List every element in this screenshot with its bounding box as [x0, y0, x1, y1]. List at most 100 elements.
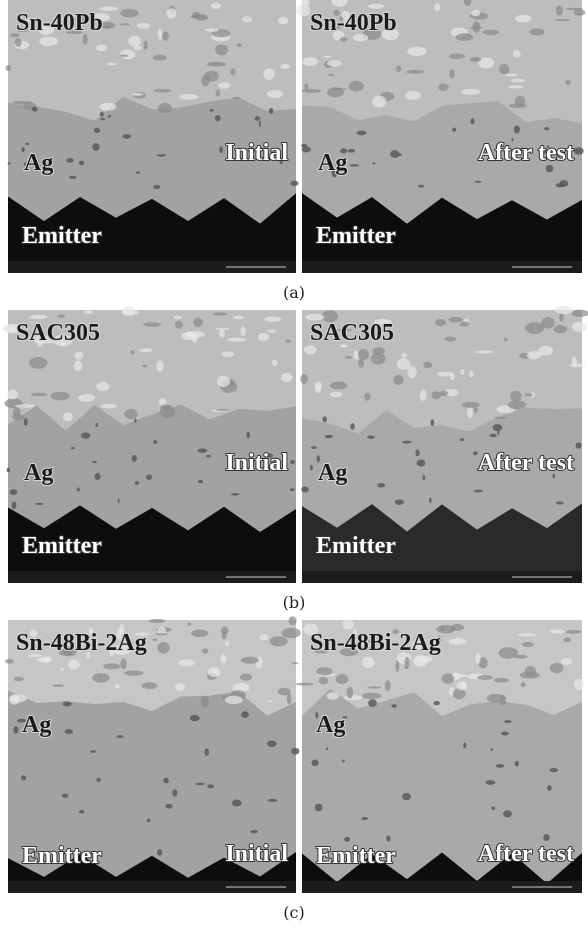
texture	[330, 382, 347, 390]
texture	[330, 392, 343, 397]
texture	[296, 5, 310, 17]
texture	[420, 390, 427, 401]
pore	[357, 131, 367, 136]
texture	[494, 678, 510, 683]
texture	[460, 369, 464, 375]
caption: (c)	[283, 903, 304, 922]
pore	[108, 115, 111, 118]
pore	[417, 459, 426, 466]
texture	[289, 616, 297, 625]
caption: (b)	[283, 593, 306, 612]
pore	[153, 440, 157, 444]
pore	[198, 480, 203, 484]
texture	[327, 692, 339, 699]
pore	[497, 430, 499, 435]
texture	[63, 412, 73, 421]
pore	[463, 742, 466, 748]
texture	[371, 353, 386, 364]
pore	[386, 835, 390, 841]
pore	[63, 701, 72, 706]
texture	[549, 629, 564, 633]
texture	[29, 357, 47, 369]
texture	[222, 631, 227, 639]
pore	[147, 818, 151, 822]
pore	[290, 181, 298, 186]
texture	[556, 6, 563, 16]
texture	[550, 663, 564, 673]
texture	[15, 38, 22, 47]
layer-label: Ag	[24, 460, 53, 486]
texture	[449, 54, 465, 60]
texture	[219, 330, 225, 338]
texture	[316, 667, 332, 675]
texture	[267, 90, 283, 98]
texture	[215, 328, 230, 330]
texture	[158, 103, 172, 113]
substrate-label: Emitter	[22, 223, 102, 249]
pore	[66, 158, 73, 163]
texture	[510, 391, 522, 402]
texture	[482, 30, 499, 35]
texture	[241, 326, 246, 336]
texture	[178, 659, 194, 666]
pore	[452, 128, 456, 132]
texture	[149, 619, 166, 623]
layer-label: Ag	[22, 712, 51, 738]
pore	[96, 778, 100, 782]
texture	[471, 10, 480, 16]
texture	[475, 350, 494, 353]
texture	[263, 68, 274, 80]
pore	[32, 107, 38, 112]
texture	[143, 322, 161, 326]
texture	[241, 657, 259, 664]
texture	[5, 659, 14, 664]
state-label: After test	[478, 450, 574, 476]
texture	[362, 657, 374, 668]
texture	[106, 63, 117, 66]
texture	[202, 648, 208, 653]
pore	[559, 180, 568, 187]
texture	[401, 353, 407, 358]
pore	[267, 799, 277, 802]
pore	[232, 800, 242, 807]
pore	[493, 424, 503, 431]
texture	[285, 339, 291, 343]
texture	[14, 677, 24, 682]
texture	[368, 4, 385, 9]
pore	[117, 735, 124, 738]
pore	[315, 804, 323, 812]
pore	[157, 154, 167, 157]
pore	[62, 793, 69, 797]
texture	[201, 696, 210, 707]
sem-image: Sn-48Bi-2AgAgAfter testEmitter	[295, 620, 583, 893]
texture	[405, 91, 421, 100]
pore	[7, 467, 10, 472]
state-label: Initial	[225, 140, 288, 166]
texture	[404, 657, 409, 668]
texture	[120, 658, 126, 669]
texture	[7, 389, 18, 399]
pore	[372, 162, 375, 164]
texture	[343, 620, 355, 630]
pore	[94, 128, 100, 133]
texture	[347, 687, 354, 699]
pore	[377, 483, 385, 487]
pore	[429, 497, 431, 503]
texture	[215, 44, 228, 55]
pore	[390, 150, 399, 158]
texture	[227, 338, 246, 342]
texture	[242, 16, 252, 22]
pore	[543, 834, 549, 841]
texture	[232, 97, 240, 99]
pore	[310, 465, 313, 471]
pore	[514, 125, 520, 133]
texture	[68, 660, 80, 670]
texture	[236, 43, 241, 47]
pore	[190, 715, 200, 721]
layer-label: Ag	[316, 712, 345, 738]
pore	[574, 147, 584, 154]
texture	[304, 83, 308, 90]
pore	[418, 185, 425, 188]
pore	[344, 837, 350, 842]
pore	[241, 711, 249, 718]
